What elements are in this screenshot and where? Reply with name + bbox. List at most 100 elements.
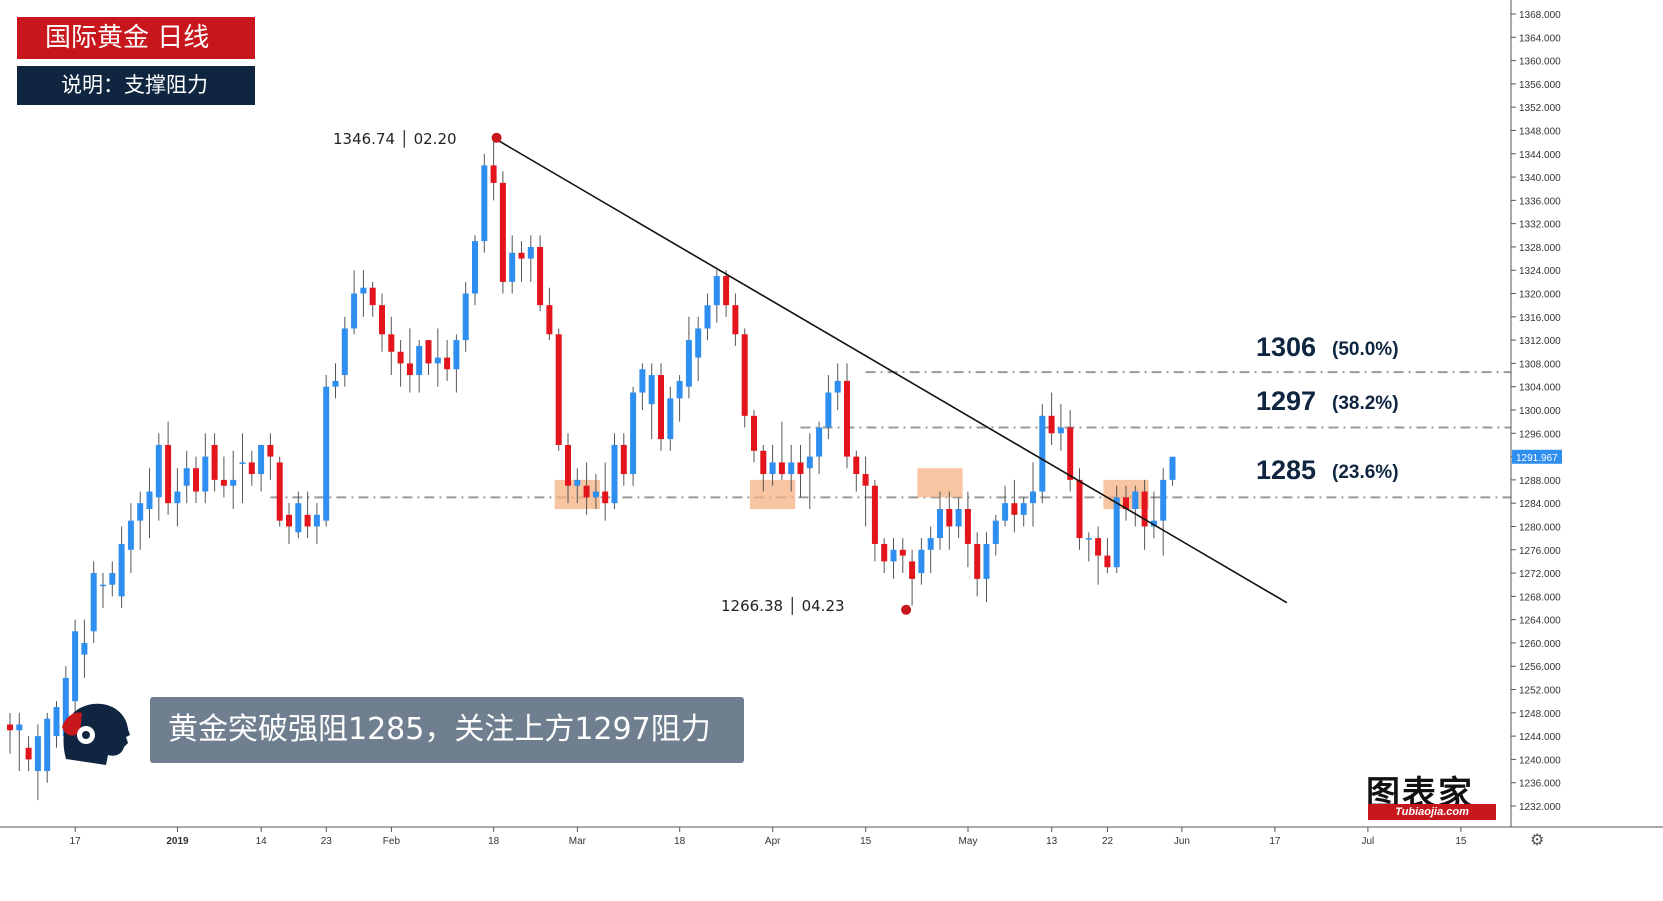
candle-body xyxy=(360,287,367,294)
candle xyxy=(1002,485,1009,527)
candle-body xyxy=(34,736,41,772)
candle-body xyxy=(853,456,860,475)
candle-body xyxy=(406,363,413,376)
candle xyxy=(602,462,609,521)
candle-body xyxy=(267,444,274,457)
price-tick-label: 1256.000 xyxy=(1519,662,1561,673)
candle xyxy=(230,450,237,509)
price-tick-label: 1308.000 xyxy=(1519,359,1561,370)
time-tick-label: Feb xyxy=(383,836,401,847)
candle-body xyxy=(100,584,106,587)
gear-icon[interactable]: ⚙ xyxy=(1530,832,1544,849)
candle xyxy=(927,526,934,574)
candle-body xyxy=(509,252,516,282)
chart-title: 国际黄金 日线 xyxy=(17,17,255,59)
candle xyxy=(1150,491,1157,539)
candle xyxy=(1141,479,1148,550)
time-axis-bg xyxy=(0,827,1663,901)
candles xyxy=(7,138,1176,801)
candle-body xyxy=(1048,415,1055,434)
candle xyxy=(313,503,320,544)
candle xyxy=(1020,497,1027,527)
price-tick-label: 1356.000 xyxy=(1519,80,1561,91)
candle xyxy=(25,736,32,772)
candle xyxy=(472,235,478,306)
candle xyxy=(862,456,869,527)
candle-body xyxy=(639,369,646,393)
candle-body xyxy=(630,392,637,475)
candle xyxy=(844,363,850,469)
candle-body xyxy=(230,479,237,486)
candle-body xyxy=(769,462,776,475)
candle xyxy=(118,526,125,608)
candle-body xyxy=(341,328,348,376)
candle-body xyxy=(295,503,302,533)
candle xyxy=(499,171,506,294)
candle xyxy=(481,153,488,253)
time-tick-label: 15 xyxy=(860,836,872,847)
price-tick-label: 1260.000 xyxy=(1519,639,1561,650)
candle-body xyxy=(1085,538,1092,540)
price-tick-label: 1248.000 xyxy=(1519,709,1561,720)
candle-body xyxy=(1160,479,1167,521)
candle xyxy=(1113,485,1120,574)
candle xyxy=(537,235,544,311)
candle xyxy=(713,270,720,323)
candle xyxy=(955,497,962,539)
candle xyxy=(732,293,739,346)
fib-level-pct: (23.6%) xyxy=(1332,462,1399,483)
candle xyxy=(964,491,971,568)
candle-body xyxy=(211,444,218,480)
candle xyxy=(137,491,144,550)
fib-level-value: 1285 xyxy=(1256,455,1316,485)
time-tick-label: 17 xyxy=(70,836,82,847)
candle-body xyxy=(276,462,283,521)
price-tick-label: 1340.000 xyxy=(1519,173,1561,184)
candle-body xyxy=(109,573,116,585)
time-axis: 17 2019 14 23 Feb 18 Mar 18 Apr 15 May 13 22 Jun 17 Jul… xyxy=(0,826,1663,901)
candle xyxy=(1095,526,1102,585)
candle xyxy=(871,479,878,562)
candle xyxy=(444,340,451,381)
candle xyxy=(592,474,599,509)
time-tick-label: 13 xyxy=(1046,836,1058,847)
candle xyxy=(425,340,432,376)
time-tick-label: 22 xyxy=(1102,836,1114,847)
candle xyxy=(239,433,246,504)
candle xyxy=(992,514,999,556)
candle xyxy=(611,433,618,509)
candle xyxy=(1030,462,1036,527)
candle-body xyxy=(127,520,134,550)
candle-body xyxy=(899,549,906,556)
candle xyxy=(490,138,497,201)
price-tick-label: 1320.000 xyxy=(1519,290,1561,301)
candle-body xyxy=(1076,479,1083,539)
candle-body xyxy=(434,357,441,364)
candle-body xyxy=(137,503,144,521)
candle-body xyxy=(462,293,469,341)
candle xyxy=(1039,404,1046,504)
candle-body xyxy=(760,450,767,475)
candle xyxy=(323,375,330,527)
candle xyxy=(258,444,265,492)
candle-body xyxy=(351,293,358,329)
candle-body xyxy=(797,462,804,475)
analyst-head-icon xyxy=(62,703,131,765)
candle-body xyxy=(704,305,711,329)
candle xyxy=(1160,468,1167,556)
candle xyxy=(434,328,441,387)
candle xyxy=(565,433,571,504)
price-tick-label: 1316.000 xyxy=(1519,313,1561,324)
candle xyxy=(90,561,97,643)
price-tick-label: 1276.000 xyxy=(1519,546,1561,557)
candle xyxy=(183,450,190,504)
candle-body xyxy=(955,509,962,527)
candle xyxy=(165,421,172,515)
candle xyxy=(797,444,804,498)
candle xyxy=(16,712,23,772)
candle-body xyxy=(778,462,785,475)
candle xyxy=(583,462,590,515)
candle-body xyxy=(286,514,292,527)
candle-body xyxy=(118,543,125,597)
candle-body xyxy=(397,351,404,364)
